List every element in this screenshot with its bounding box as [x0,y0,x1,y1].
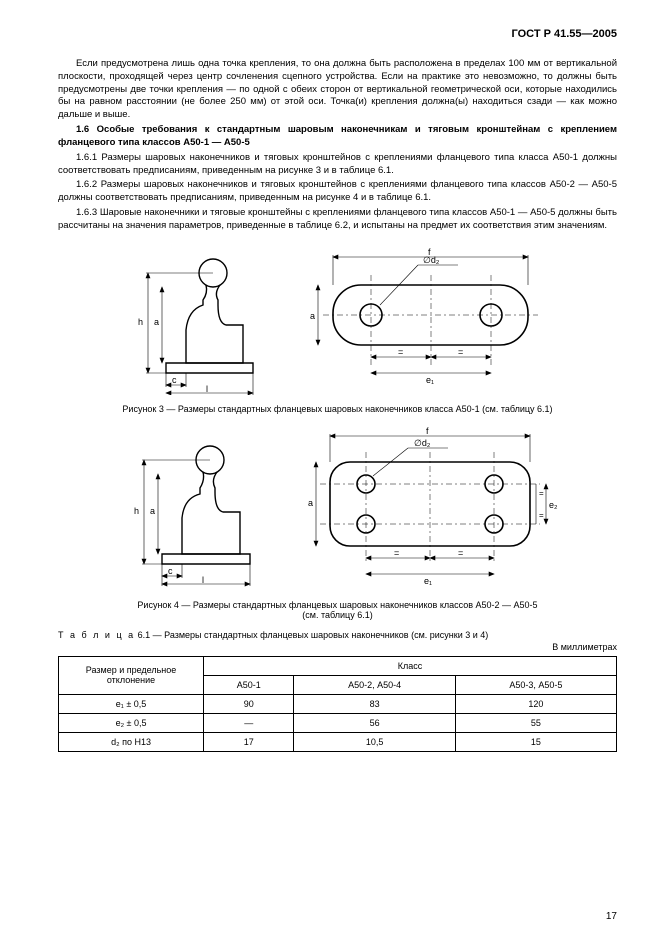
figure-4-caption: Рисунок 4 — Размеры стандартных фланцевы… [58,600,617,620]
table-cell: 83 [294,694,455,713]
doc-id: ГОСТ Р 41.55—2005 [58,28,617,40]
para-intro: Если предусмотрена лишь одна точка крепл… [58,58,617,122]
para-1-6-3: 1.6.3 Шаровые наконечники и тяговые крон… [58,207,617,233]
body-text-block: Если предусмотрена лишь одна точка крепл… [58,58,617,233]
fig4-label-eqv2: = [539,511,544,520]
table-cell: 17 [204,732,294,751]
para-1-6-2: 1.6.2 Размеры шаровых наконечников и тяг… [58,179,617,205]
page-number: 17 [606,911,617,922]
fig3-label-a: a [154,317,159,327]
table-6-1-caption-prefix: Т а б л и ц а [58,630,135,640]
table-row: d₂ по H13 17 10,5 15 [59,732,617,751]
table-col-2: А50-3, А50-5 [455,675,616,694]
heading-1-6: 1.6 Особые требования к стандартным шаро… [58,124,617,150]
figure-4-caption-l1: Рисунок 4 — Размеры стандартных фланцевы… [137,600,537,610]
table-row: e₁ ± 0,5 90 83 120 [59,694,617,713]
table-row: e₂ ± 0,5 — 56 55 [59,713,617,732]
table-6-1-caption-rest: 6.1 — Размеры стандартных фланцевых шаро… [135,630,488,640]
table-cell: d₂ по H13 [59,732,204,751]
table-cell: 120 [455,694,616,713]
table-cell: e₂ ± 0,5 [59,713,204,732]
fig4-label-a2: a [308,498,313,508]
fig3-label-l: l [206,384,208,394]
fig3-label-eq1: = [398,347,403,357]
para-1-6-1: 1.6.1 Размеры шаровых наконечников и тяг… [58,152,617,178]
fig4-label-e1: e₁ [424,576,432,586]
fig4-label-e2: e₂ [549,500,558,510]
fig3-label-e1: e₁ [426,375,434,385]
table-col-0: А50-1 [204,675,294,694]
fig4-label-h: h [134,506,139,516]
table-6-1: Размер и предельное отклонение Класс А50… [58,656,617,752]
figure-4: h a c l [58,426,617,596]
table-rowhead-label: Размер и предельное отклонение [59,656,204,694]
fig4-label-eq2: = [458,548,463,558]
table-cell: e₁ ± 0,5 [59,694,204,713]
figure-4-caption-l2: (см. таблицу 6.1) [302,610,372,620]
table-col-1: А50-2, А50-4 [294,675,455,694]
figure-3: h a c l [58,245,617,400]
table-6-1-caption: Т а б л и ц а 6.1 — Размеры стандартных … [58,630,617,640]
table-cell: 90 [204,694,294,713]
table-cell: 15 [455,732,616,751]
fig3-label-c: c [172,375,177,385]
fig3-label-a2: a [310,311,315,321]
fig4-label-f: f [426,426,429,436]
fig4-label-a: a [150,506,155,516]
table-class-header: Класс [204,656,617,675]
fig4-label-eqv1: = [539,489,544,498]
fig4-label-d2: ∅d₂ [414,438,431,448]
table-cell: 10,5 [294,732,455,751]
fig3-label-h: h [138,317,143,327]
fig4-label-l: l [202,575,204,585]
table-6-1-units: В миллиметрах [58,642,617,652]
table-cell: — [204,713,294,732]
table-cell: 55 [455,713,616,732]
fig3-label-d2: ∅d₂ [423,255,440,265]
fig4-label-eq1: = [394,548,399,558]
figure-3-caption: Рисунок 3 — Размеры стандартных фланцевы… [58,404,617,414]
fig3-label-eq2: = [458,347,463,357]
table-cell: 56 [294,713,455,732]
fig4-label-c: c [168,566,173,576]
